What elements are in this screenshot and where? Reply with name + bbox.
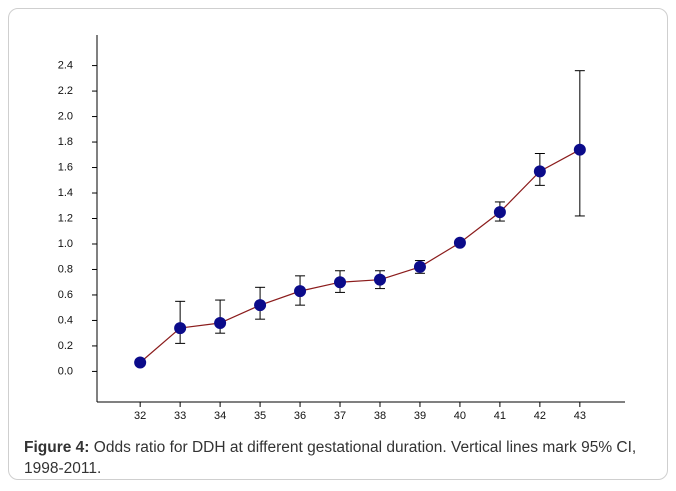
marker bbox=[493, 206, 506, 219]
x-tick-label: 33 bbox=[174, 410, 186, 422]
marker bbox=[453, 236, 466, 249]
marker bbox=[134, 356, 147, 369]
line bbox=[139, 149, 581, 363]
y-tick-label: 1.4 bbox=[58, 187, 73, 199]
x-tick-label: 38 bbox=[374, 410, 386, 422]
marker bbox=[294, 285, 307, 298]
x-tick-label: 43 bbox=[574, 410, 586, 422]
x-tick-label: 35 bbox=[254, 410, 266, 422]
x-tick-label: 41 bbox=[494, 410, 506, 422]
x-tick-label: 42 bbox=[534, 410, 546, 422]
marker bbox=[373, 273, 386, 286]
y-tick-label: 2.0 bbox=[58, 110, 73, 122]
x-tick-label: 37 bbox=[334, 410, 346, 422]
marker bbox=[533, 165, 546, 178]
y-tick-label: 1.0 bbox=[58, 238, 73, 250]
y-tick-label: 1.6 bbox=[58, 161, 73, 173]
figure-frame bbox=[8, 8, 668, 480]
marker bbox=[413, 260, 426, 273]
marker bbox=[214, 316, 227, 329]
y-tick-label: 1.8 bbox=[58, 136, 73, 148]
y-tick-label: 0.2 bbox=[58, 340, 73, 352]
caption: Figure 4: Odds ratio for DDH at differen… bbox=[24, 437, 654, 479]
error-bar bbox=[574, 70, 585, 217]
y-tick-label: 0.6 bbox=[58, 289, 73, 301]
caption-text: Odds ratio for DDH at different gestatio… bbox=[24, 439, 637, 477]
y-tick-label: 0.8 bbox=[58, 263, 73, 275]
caption-label: Figure 4: bbox=[24, 439, 90, 456]
x-tick-label: 36 bbox=[294, 410, 306, 422]
y-tick-label: 0.0 bbox=[58, 365, 73, 377]
x-tick-label: 39 bbox=[414, 410, 426, 422]
marker bbox=[174, 322, 187, 335]
y-tick-label: 0.4 bbox=[58, 314, 73, 326]
x-tick-label: 40 bbox=[454, 410, 466, 422]
y-tick-label: 2.2 bbox=[58, 85, 73, 97]
marker bbox=[254, 299, 267, 312]
x-tick-label: 32 bbox=[134, 410, 146, 422]
marker bbox=[334, 276, 347, 289]
marker bbox=[573, 143, 586, 156]
chart: 0.0 0.2 0.4 0.6 0.8 1.0 1.2 1.4 1.6 1.8 2.0 2.2 2.4 3… bbox=[58, 35, 625, 422]
x-tick-label: 34 bbox=[214, 410, 226, 422]
y-tick-label: 2.4 bbox=[58, 59, 73, 71]
y-tick-label: 1.2 bbox=[58, 212, 73, 224]
